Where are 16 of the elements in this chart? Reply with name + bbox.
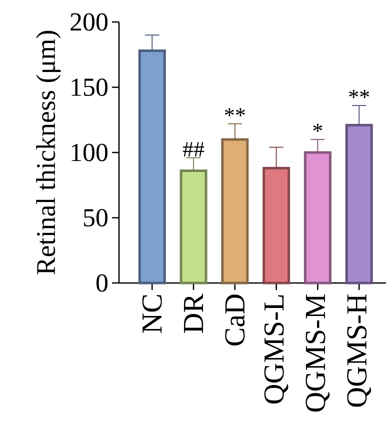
x-tick-label: QGMS-H [347,294,372,407]
y-axis-title: Retinal thickness (μm) [36,30,61,274]
y-tick-label: 200 [70,13,108,31]
y-tick-label: 0 [96,274,108,292]
annotation: * [313,124,322,132]
y-tick-label: 100 [72,144,108,162]
y-tick-label: 150 [72,78,108,96]
x-tick-label: DR [184,294,204,333]
x-tick-label: NC [142,295,162,333]
annotation: ** [349,90,370,98]
x-tick-label: QGMS-L [264,295,288,404]
x-tick-label: CaD [225,294,245,346]
y-tick-label: 50 [84,208,108,227]
annotation: ** [224,108,245,116]
x-tick-label: QGMS-M [306,294,330,412]
annotation: ## [182,142,204,157]
